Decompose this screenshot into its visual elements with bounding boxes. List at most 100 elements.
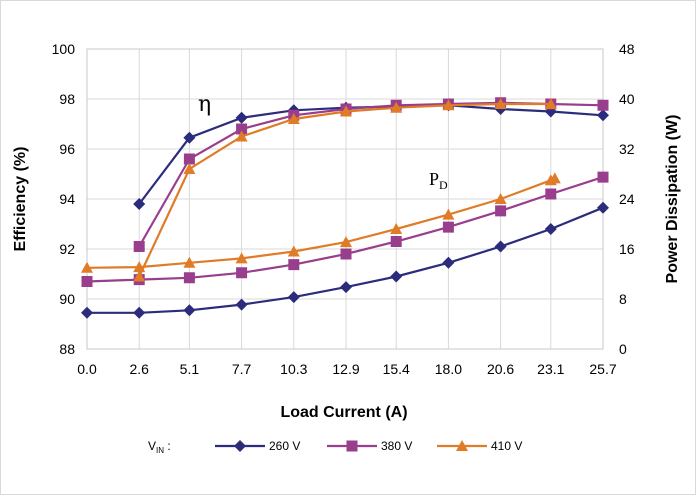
power-series-2-point <box>183 256 196 268</box>
power-series-0-point <box>287 291 300 304</box>
power-series-2-point <box>390 223 403 234</box>
y-axis-title: Efficiency (%) <box>12 147 29 252</box>
power-series-1-point <box>183 272 195 284</box>
efficiency-series-0-line <box>138 104 604 205</box>
power-series-0-point <box>183 304 196 317</box>
x-tick-label: 25.7 <box>589 361 616 377</box>
legend-vin-subscript: IN <box>156 446 164 455</box>
power-series-1-point <box>81 276 93 287</box>
y2-tick-label: 48 <box>619 41 635 57</box>
power-series-2-line <box>86 177 556 269</box>
y2-axis-title: Power Dissipation (W) <box>664 115 681 284</box>
power-series-2-point <box>548 172 561 184</box>
legend-marker <box>456 440 468 451</box>
y-tick-label: 88 <box>59 341 75 357</box>
x-tick-label: 5.1 <box>180 361 200 377</box>
efficiency-series-2-point <box>442 99 455 111</box>
plot-border <box>86 48 604 350</box>
efficiency-series-2-point <box>390 101 403 113</box>
power-dissipation-subscript: D <box>439 178 448 192</box>
efficiency-series-2-point <box>235 130 248 142</box>
power-series-0-point <box>340 281 353 294</box>
power-series-2-point <box>442 208 455 220</box>
power-series-1-point <box>340 248 352 260</box>
efficiency-series-1-line <box>138 101 604 248</box>
efficiency-series-2-point <box>183 163 196 174</box>
x-tick-label: 18.0 <box>435 361 462 377</box>
power-series-0-point <box>544 223 557 235</box>
y-tick-label: 96 <box>59 141 75 157</box>
legend-marker <box>234 440 246 452</box>
power-series-1-point <box>495 205 507 217</box>
power-series-0-point <box>442 256 455 269</box>
x-tick-label: 20.6 <box>487 361 514 377</box>
grid <box>86 48 604 350</box>
legend-vin-label: VIN : <box>148 439 171 455</box>
y-tick-label: 94 <box>59 191 75 207</box>
power-series-2-point <box>287 245 300 257</box>
efficiency-series-0-point <box>597 109 609 122</box>
efficiency-series-2-point <box>544 98 557 109</box>
x-tick-label: 2.6 <box>129 361 149 377</box>
legend: VIN : 260 V 380 V 410 V <box>148 439 522 455</box>
power-series-1-point <box>545 188 557 200</box>
x-tick-label: 12.9 <box>332 361 359 377</box>
efficiency-series-0-point <box>133 198 146 210</box>
x-tick-label: 15.4 <box>383 361 410 377</box>
x-tick-label: 23.1 <box>537 361 564 377</box>
y-tick-label: 98 <box>59 91 75 107</box>
efficiency-annotation: η <box>198 92 211 117</box>
power-series-2-point <box>494 193 507 204</box>
efficiency-series-2-point <box>133 270 146 282</box>
x-tick-label: 0.0 <box>77 361 97 377</box>
tick-labels: 0.0 2.6 5.1 7.7 10.3 12.9 15.4 18.0 20.6 23.1 25.7… <box>52 41 635 377</box>
x-tick-label: 10.3 <box>280 361 307 377</box>
efficiency-series-2-point <box>287 113 300 124</box>
power-series-0-point <box>597 201 609 214</box>
power-series-1-point <box>597 171 609 183</box>
y2-tick-label: 40 <box>619 91 635 107</box>
power-series-0-point <box>494 240 507 253</box>
power-series-0-point <box>390 270 403 283</box>
power-series-2-point <box>235 252 248 264</box>
efficiency-series-1-point <box>597 99 609 111</box>
efficiency-series-1-point <box>183 153 195 165</box>
legend-vin-colon: : <box>164 439 171 453</box>
y2-tick-label: 0 <box>619 341 627 357</box>
efficiency-series-1-point <box>133 241 145 252</box>
y2-tick-label: 8 <box>619 291 627 307</box>
power-dissipation-annotation: PD <box>429 169 448 192</box>
series-1 <box>81 97 609 287</box>
power-series-1-point <box>288 259 300 271</box>
y-tick-label: 100 <box>52 41 76 57</box>
legend-items: 260 V 380 V 410 V <box>215 439 522 453</box>
legend-label: 260 V <box>269 439 300 453</box>
power-series-0-point <box>81 306 93 319</box>
power-series-1-point <box>390 236 402 247</box>
y-tick-label: 92 <box>59 241 75 257</box>
power-series-0-point <box>133 306 146 319</box>
legend-label: 410 V <box>491 439 522 453</box>
efficiency-series-0-point <box>235 111 248 124</box>
efficiency-series-0-point <box>183 131 196 144</box>
x-axis-title: Load Current (A) <box>280 404 407 421</box>
power-series-2-point <box>81 261 93 273</box>
power-series-0-point <box>235 298 248 311</box>
x-tick-label: 7.7 <box>232 361 252 377</box>
efficiency-series-2-point <box>340 105 353 117</box>
power-series-2-point <box>340 236 353 248</box>
series-2 <box>81 98 561 282</box>
y2-tick-label: 32 <box>619 141 635 157</box>
legend-vin-main: V <box>148 439 156 453</box>
power-dissipation-main: P <box>429 169 439 189</box>
y2-tick-label: 16 <box>619 241 635 257</box>
power-series-1-point <box>236 267 248 279</box>
legend-label: 380 V <box>381 439 412 453</box>
series <box>81 97 609 319</box>
power-series-1-point <box>442 221 454 233</box>
power-series-2-point <box>133 261 146 273</box>
y2-tick-label: 24 <box>619 191 635 207</box>
efficiency-series-1-point <box>236 123 248 135</box>
